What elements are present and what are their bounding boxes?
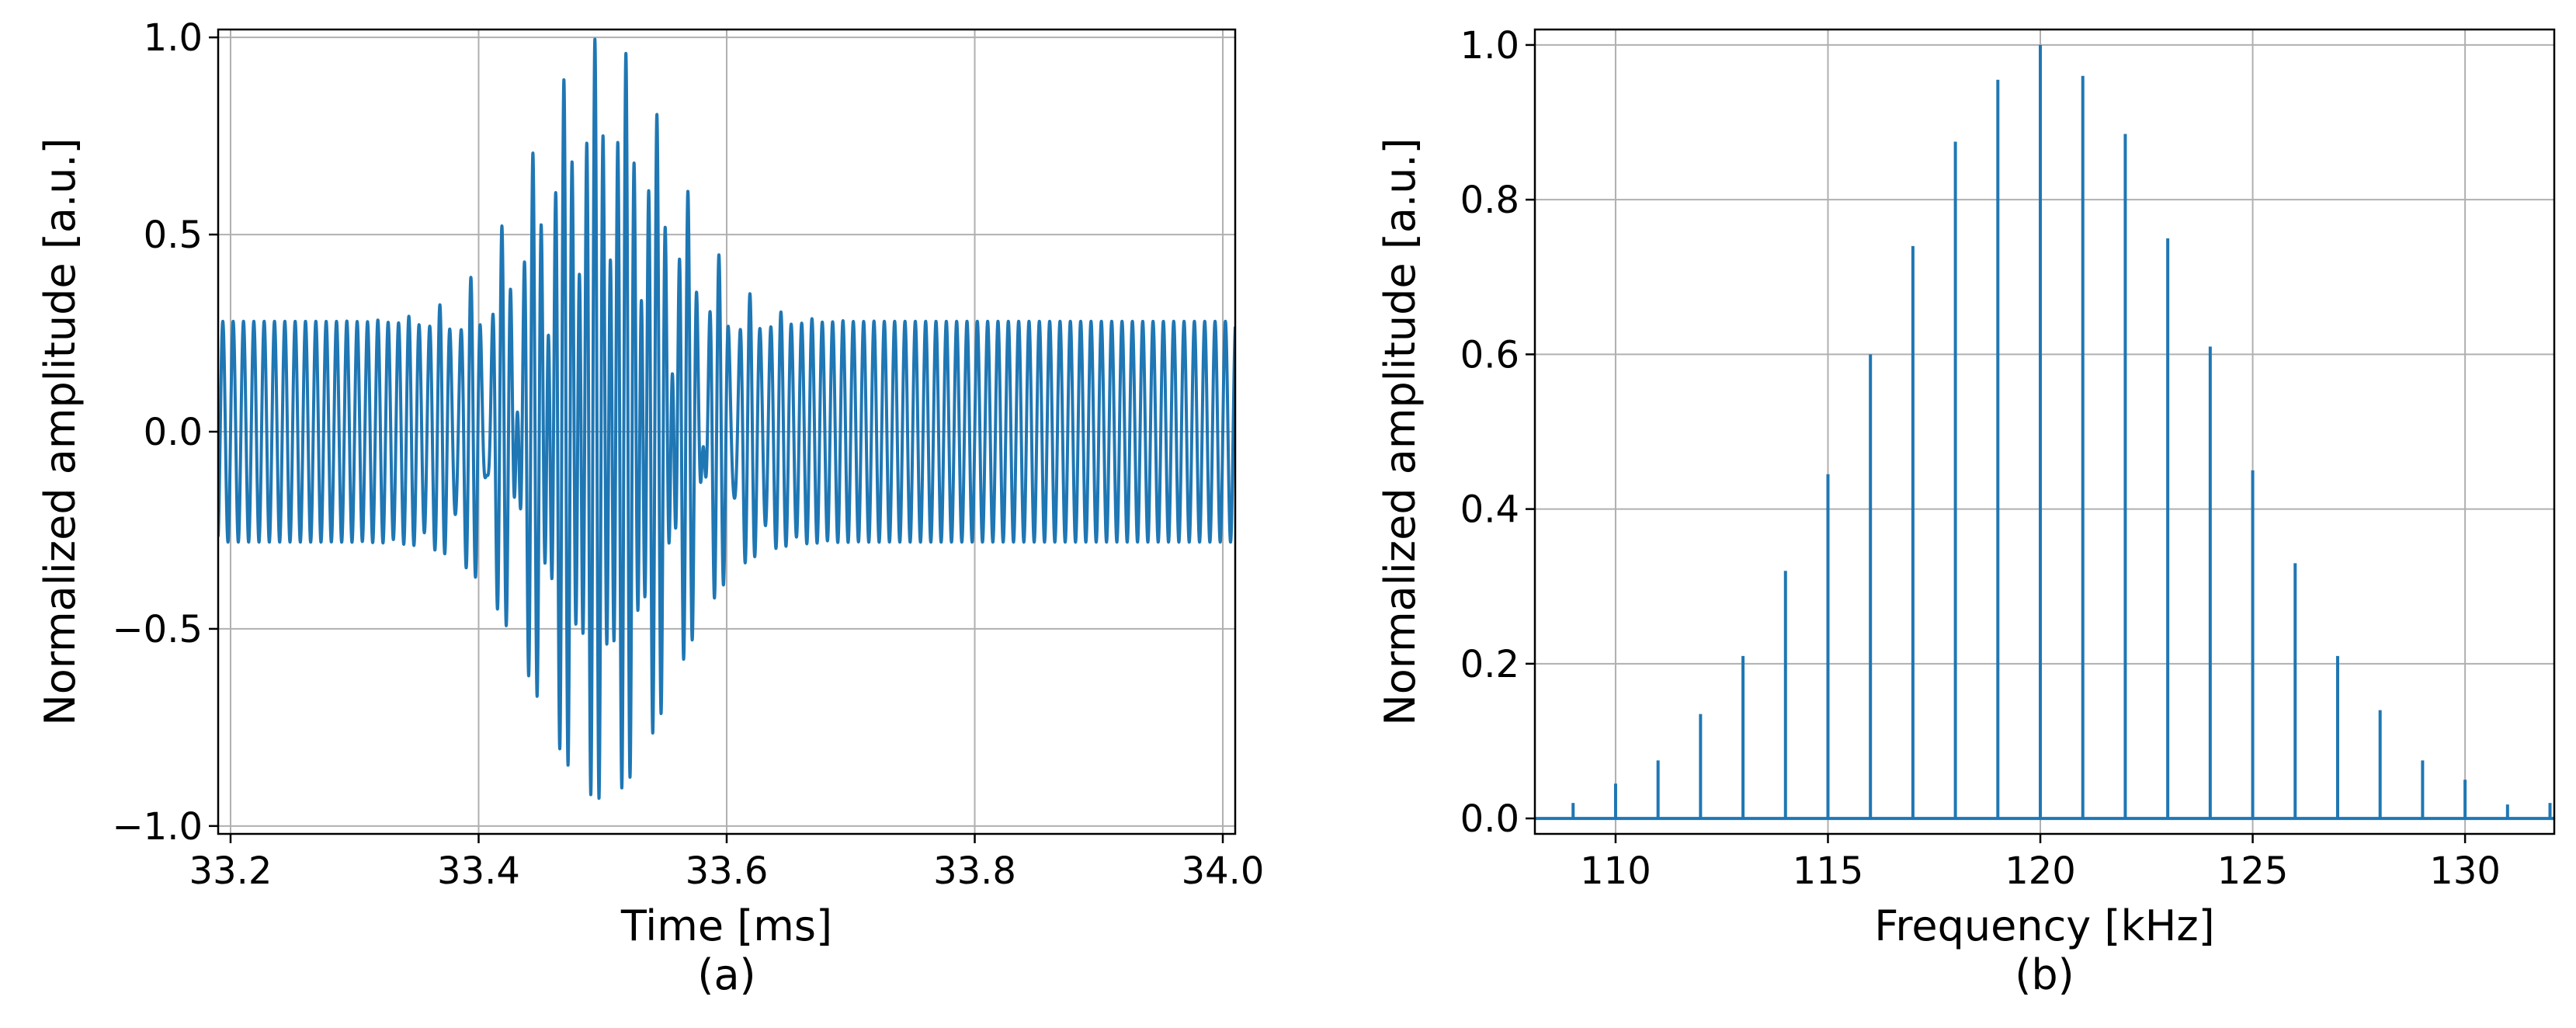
a-x-tick-label: 33.6 xyxy=(686,849,769,893)
panel-b-spectrum: 110 115 120 125 130 0.0 0.2 0.4 0.6 0.8 1.0 Freque… xyxy=(1376,24,2556,999)
b-x-tick-label: 110 xyxy=(1580,849,1651,893)
b-x-tick-label: 120 xyxy=(2005,849,2076,893)
b-x-tick-label: 125 xyxy=(2217,849,2289,893)
a-y-tick-label: 1.0 xyxy=(144,16,203,60)
b-y-tick-label: 0.0 xyxy=(1460,797,1519,841)
panel-a-time-signal: 33.2 33.4 33.6 33.8 34.0 −1.0 −0.5 0.0 0.5 1.0 Ti… xyxy=(36,16,1264,999)
panel-a-x-axis-label: Time [ms] xyxy=(620,901,832,950)
panel-a-signal-line xyxy=(218,37,1235,801)
a-x-tick-label: 33.4 xyxy=(437,849,520,893)
a-y-tick-label: 0.0 xyxy=(144,411,203,454)
panel-a-ticks: 33.2 33.4 33.6 33.8 34.0 −1.0 −0.5 0.0 0.5 1.0 xyxy=(112,16,1264,893)
panel-a-y-axis-label: Normalized amplitude [a.u.] xyxy=(36,137,85,725)
b-y-tick-label: 1.0 xyxy=(1460,24,1519,68)
a-x-tick-label: 33.8 xyxy=(933,849,1016,893)
b-x-tick-label: 130 xyxy=(2429,849,2501,893)
panel-a-caption: (a) xyxy=(697,950,755,999)
panel-b-y-axis-label: Normalized amplitude [a.u.] xyxy=(1376,137,1425,725)
a-x-tick-label: 33.2 xyxy=(189,849,273,893)
a-y-tick-label: −0.5 xyxy=(112,608,203,651)
b-y-tick-label: 0.8 xyxy=(1460,179,1519,222)
panel-b-x-axis-label: Frequency [kHz] xyxy=(1874,901,2215,950)
b-y-tick-label: 0.2 xyxy=(1460,643,1519,686)
a-x-tick-label: 34.0 xyxy=(1182,849,1265,893)
b-y-tick-label: 0.6 xyxy=(1460,333,1519,377)
panel-b-caption: (b) xyxy=(2015,950,2074,999)
a-y-tick-label: −1.0 xyxy=(112,805,203,849)
panel-b-spectral-lines xyxy=(1571,44,2552,819)
a-y-tick-label: 0.5 xyxy=(144,214,203,257)
b-x-tick-label: 115 xyxy=(1793,849,1864,893)
panel-b-ticks: 110 115 120 125 130 0.0 0.2 0.4 0.6 0.8 1.0 xyxy=(1460,24,2501,893)
b-y-tick-label: 0.4 xyxy=(1460,488,1519,532)
panel-b-axes-frame xyxy=(1533,28,2556,835)
